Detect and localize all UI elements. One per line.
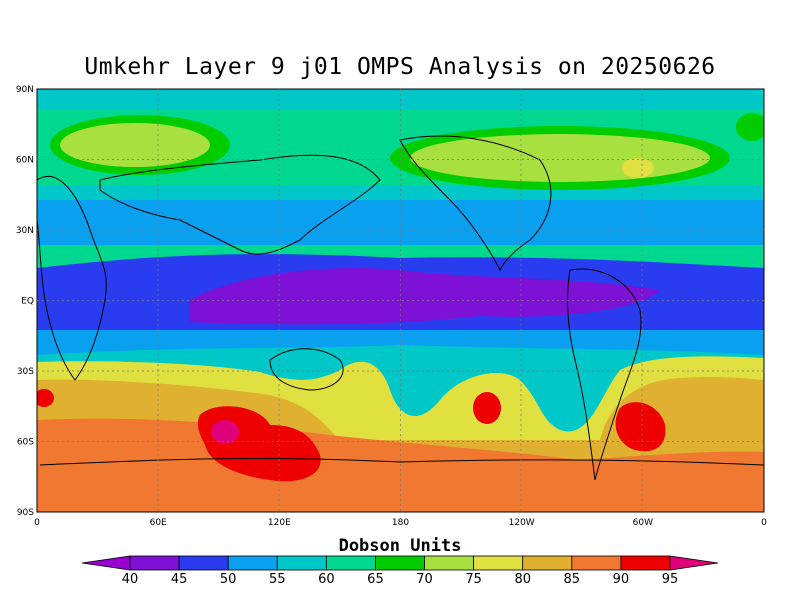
colorbar-label: 60 bbox=[318, 572, 335, 587]
colorbar-low-arrow bbox=[81, 555, 131, 571]
lat-tick-label: 30S bbox=[17, 367, 34, 377]
field-band bbox=[37, 200, 764, 245]
colorbar-swatch bbox=[620, 555, 671, 571]
lon-tick-label: 180 bbox=[392, 518, 409, 528]
field-feature bbox=[60, 123, 210, 167]
colorbar-label: 85 bbox=[564, 572, 581, 587]
field-max bbox=[473, 392, 501, 424]
field-max bbox=[615, 402, 666, 452]
latitude-labels: 90N 60N 30N EQ 30S 60S 90S bbox=[16, 85, 34, 518]
colorbar-swatch bbox=[325, 555, 376, 571]
colorbar-label: 95 bbox=[662, 572, 679, 587]
lon-tick-label: 120W bbox=[509, 518, 535, 528]
lon-tick-label: 60E bbox=[150, 518, 167, 528]
colorbar-label: 55 bbox=[269, 572, 286, 587]
lat-tick-label: 30N bbox=[16, 226, 34, 236]
colorbar-swatch bbox=[522, 555, 573, 571]
colorbar-label: 65 bbox=[367, 572, 384, 587]
colorbar-label: 45 bbox=[171, 572, 188, 587]
coastlines bbox=[37, 135, 764, 481]
lon-tick-label: 120E bbox=[268, 518, 291, 528]
colorbar-high-arrow bbox=[669, 555, 719, 571]
map-title: Umkehr Layer 9 j01 OMPS Analysis on 2025… bbox=[84, 54, 716, 80]
lat-tick-label: 90S bbox=[17, 508, 34, 518]
colorbar-swatch bbox=[424, 555, 475, 571]
colorbar-label: 75 bbox=[465, 572, 482, 587]
field-band bbox=[190, 268, 660, 325]
colorbar-label: 90 bbox=[613, 572, 630, 587]
field-max bbox=[211, 420, 239, 444]
lat-tick-label: 60S bbox=[17, 438, 34, 448]
longitude-labels: 0 60E 120E 180 120W 60W 0 bbox=[34, 518, 767, 528]
field-feature bbox=[622, 158, 654, 178]
colorbar-swatch bbox=[178, 555, 229, 571]
lat-tick-label: EQ bbox=[21, 297, 34, 307]
lat-tick-label: 60N bbox=[16, 156, 34, 166]
field-feature bbox=[736, 113, 764, 141]
colorbar-swatch bbox=[571, 555, 622, 571]
colorbar-label: 80 bbox=[514, 572, 531, 587]
field-max bbox=[37, 389, 54, 407]
lon-tick-label: 0 bbox=[34, 518, 40, 528]
gridlines bbox=[37, 89, 764, 512]
colorbar-swatch bbox=[473, 555, 524, 571]
lat-tick-label: 90N bbox=[16, 85, 34, 95]
colorbar-label: 50 bbox=[220, 572, 237, 587]
lon-tick-label: 60W bbox=[633, 518, 653, 528]
colorbar-swatch bbox=[227, 555, 278, 571]
colorbar-label: 70 bbox=[416, 572, 433, 587]
lon-tick-label: 0 bbox=[761, 518, 767, 528]
colorbar-title: Dobson Units bbox=[338, 536, 462, 556]
colorbar-label: 40 bbox=[122, 572, 139, 587]
colorbar-swatch bbox=[276, 555, 327, 571]
colorbar-swatch bbox=[129, 555, 180, 571]
colorbar: 40 45 50 55 60 65 70 75 80 85 90 95 bbox=[81, 555, 719, 587]
field-feature bbox=[410, 134, 710, 182]
colorbar-swatch bbox=[375, 555, 425, 571]
